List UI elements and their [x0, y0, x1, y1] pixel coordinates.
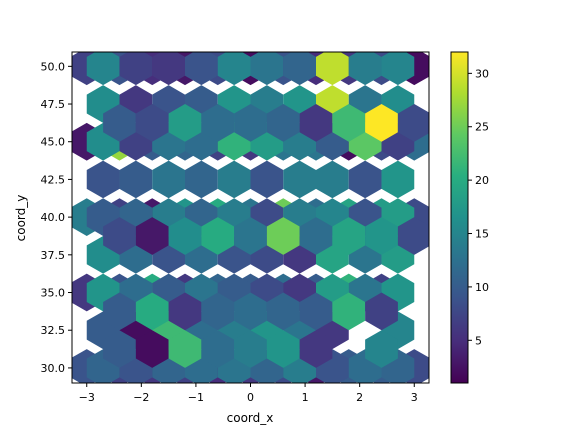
- colorbar-tick-label: 5: [475, 334, 482, 347]
- x-tick-label: 3: [411, 391, 418, 404]
- hexbin-cell: [135, 217, 169, 255]
- hexbin-cell: [201, 292, 235, 331]
- colorbar-tick-label: 10: [475, 281, 489, 294]
- x-tick-label: −3: [79, 391, 95, 404]
- hexbin-cell: [168, 330, 202, 368]
- colorbar-tick-label: 30: [475, 67, 489, 80]
- hexbin-cell: [168, 104, 202, 142]
- hexbin-cell: [283, 160, 316, 199]
- hexbin-cell: [348, 52, 382, 86]
- hexbin-cells: [72, 52, 429, 383]
- hexbin-cell: [234, 104, 267, 142]
- hexbin-cell: [332, 104, 366, 142]
- hexbin-cell: [103, 292, 136, 331]
- x-tick-label: 1: [302, 391, 309, 404]
- hexbin-cell: [365, 104, 398, 142]
- y-tick-label: 35.0: [41, 287, 66, 300]
- hexbin-cell: [266, 330, 300, 368]
- x-tick-label: 2: [356, 391, 363, 404]
- hexbin-cell: [103, 330, 136, 368]
- hexbin-cell: [348, 160, 382, 199]
- hexbin-cell: [299, 292, 333, 331]
- colorbar: 5 10 15 20 25 30: [450, 51, 489, 384]
- hexbin-cell: [365, 330, 398, 368]
- hexbin-cell: [266, 292, 300, 331]
- y-tick-label: 40.0: [41, 211, 66, 224]
- hexbin-cell: [234, 292, 267, 331]
- y-tick-label: 42.5: [41, 173, 66, 186]
- hexbin-cell: [217, 160, 251, 199]
- colorbar-tick-label: 25: [475, 121, 489, 134]
- x-axis-ticks: −3 −2 −1 0 1 2 3: [79, 383, 418, 404]
- hexbin-cell: [217, 52, 251, 86]
- hexbin-cell: [201, 217, 235, 255]
- hexbin-cell: [381, 52, 415, 86]
- hexbin-cell: [135, 104, 169, 142]
- x-axis-label: coord_x: [227, 411, 274, 425]
- hexbin-cell: [201, 104, 235, 142]
- hexbin-cell: [365, 292, 398, 331]
- y-tick-label: 30.0: [41, 362, 66, 375]
- y-tick-label: 45.0: [41, 136, 66, 149]
- hexbin-cell: [381, 160, 415, 199]
- x-tick-label: −2: [133, 391, 149, 404]
- hexbin-cell: [152, 160, 185, 199]
- colorbar-tick-label: 15: [475, 228, 489, 241]
- hexbin-cell: [299, 104, 333, 142]
- hexbin-cell: [168, 217, 202, 255]
- y-tick-label: 37.5: [41, 249, 66, 262]
- y-tick-label: 32.5: [41, 324, 66, 337]
- hexbin-cell: [135, 330, 169, 368]
- hexbin-cell: [201, 330, 235, 368]
- hexbin-cell: [283, 52, 316, 86]
- hexbin-cell: [234, 217, 267, 255]
- hexbin-cell: [168, 292, 202, 331]
- y-tick-label: 50.0: [41, 60, 66, 73]
- hexbin-cell: [299, 217, 333, 255]
- hexbin-cell: [119, 160, 153, 199]
- hexbin-cell: [250, 52, 284, 86]
- hexbin-cell: [365, 217, 398, 255]
- y-axis-label: coord_y: [14, 195, 28, 242]
- hexbin-cell: [103, 217, 136, 255]
- hexbin-cell: [316, 52, 349, 86]
- colorbar-gradient: [450, 51, 469, 384]
- hexbin-cell: [397, 217, 429, 255]
- hexbin-cell: [250, 160, 284, 199]
- hexbin-cell: [397, 104, 429, 142]
- hexbin-cell: [266, 217, 300, 255]
- hexbin-cell: [266, 104, 300, 142]
- hexbin-cell: [135, 292, 169, 331]
- hexbin-cell: [185, 160, 218, 199]
- hexbin-cell: [86, 52, 120, 86]
- y-axis-ticks: 30.0 32.5 35.0 37.5 40.0 42.5 45.0 47.5 50.0: [41, 60, 72, 375]
- hexbin-cell: [119, 52, 153, 86]
- hexbin-cell: [86, 160, 120, 199]
- hexbin-cell: [152, 52, 185, 86]
- colorbar-tick-label: 20: [475, 174, 489, 187]
- hexbin-cell: [234, 330, 267, 368]
- x-tick-label: −1: [188, 391, 204, 404]
- hexbin-cell: [332, 292, 366, 331]
- hexbin-cell: [103, 104, 136, 142]
- hexbin-cell: [332, 217, 366, 255]
- colorbar-ticks: 5 10 15 20 25 30: [468, 67, 489, 347]
- hexbin-cell: [185, 52, 218, 86]
- hexbin-cell: [316, 160, 349, 199]
- y-tick-label: 47.5: [41, 98, 66, 111]
- hexbin-cell: [299, 330, 333, 368]
- x-tick-label: 0: [247, 391, 254, 404]
